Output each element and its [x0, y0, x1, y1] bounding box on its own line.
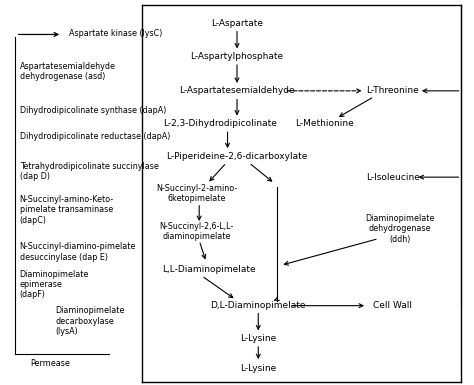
Text: Aspartatesemialdehyde
dehydrogenase (asd): Aspartatesemialdehyde dehydrogenase (asd…	[19, 62, 116, 81]
Text: L-Piperideine-2,6-dicarboxylate: L-Piperideine-2,6-dicarboxylate	[166, 152, 308, 161]
Text: L-2,3-Dihydrodipicolinate: L-2,3-Dihydrodipicolinate	[164, 119, 277, 128]
Text: Dihydrodipicolinate reductase (dapA): Dihydrodipicolinate reductase (dapA)	[19, 132, 170, 141]
Text: L-Aspartylphosphate: L-Aspartylphosphate	[191, 52, 283, 61]
Text: L,L-Diaminopimelate: L,L-Diaminopimelate	[162, 265, 255, 274]
Text: Diaminopimelate
dehydrogenase
(ddh): Diaminopimelate dehydrogenase (ddh)	[365, 214, 435, 244]
Text: L-Threonine: L-Threonine	[366, 86, 419, 95]
Text: Dihydrodipicolinate synthase (dapA): Dihydrodipicolinate synthase (dapA)	[19, 105, 166, 114]
Text: N-Succinyl-2-amino-
6ketopimelate: N-Succinyl-2-amino- 6ketopimelate	[156, 184, 237, 203]
Text: L-Methionine: L-Methionine	[295, 119, 354, 128]
Text: D,L-Diaminopimelate: D,L-Diaminopimelate	[210, 301, 306, 310]
Text: Diaminopimelate
epimerase
(dapF): Diaminopimelate epimerase (dapF)	[19, 270, 89, 300]
Text: Cell Wall: Cell Wall	[374, 301, 412, 310]
Text: L-Aspartatesemialdehyde: L-Aspartatesemialdehyde	[179, 86, 295, 95]
Text: Diaminopimelate
decarboxylase
(lysA): Diaminopimelate decarboxylase (lysA)	[55, 306, 124, 336]
Text: L-Lysine: L-Lysine	[240, 364, 276, 373]
Text: N-Succinyl-amino-Keto-
pimelate transaminase
(dapC): N-Succinyl-amino-Keto- pimelate transami…	[19, 195, 114, 225]
Text: N-Succinyl-2,6-L,L-
diaminopimelate: N-Succinyl-2,6-L,L- diaminopimelate	[160, 222, 234, 241]
Text: Tetrahydrodipicolinate succinylase
(dap D): Tetrahydrodipicolinate succinylase (dap …	[19, 162, 158, 181]
Text: Permease: Permease	[30, 359, 70, 368]
Text: L-Isoleucine: L-Isoleucine	[366, 172, 420, 182]
Text: N-Succinyl-diamino-pimelate
desuccinylase (dap E): N-Succinyl-diamino-pimelate desuccinylas…	[19, 242, 136, 262]
Text: Aspartate kinase (lysC): Aspartate kinase (lysC)	[69, 29, 163, 38]
Text: L-Aspartate: L-Aspartate	[211, 19, 263, 28]
Text: L-Lysine: L-Lysine	[240, 334, 276, 343]
